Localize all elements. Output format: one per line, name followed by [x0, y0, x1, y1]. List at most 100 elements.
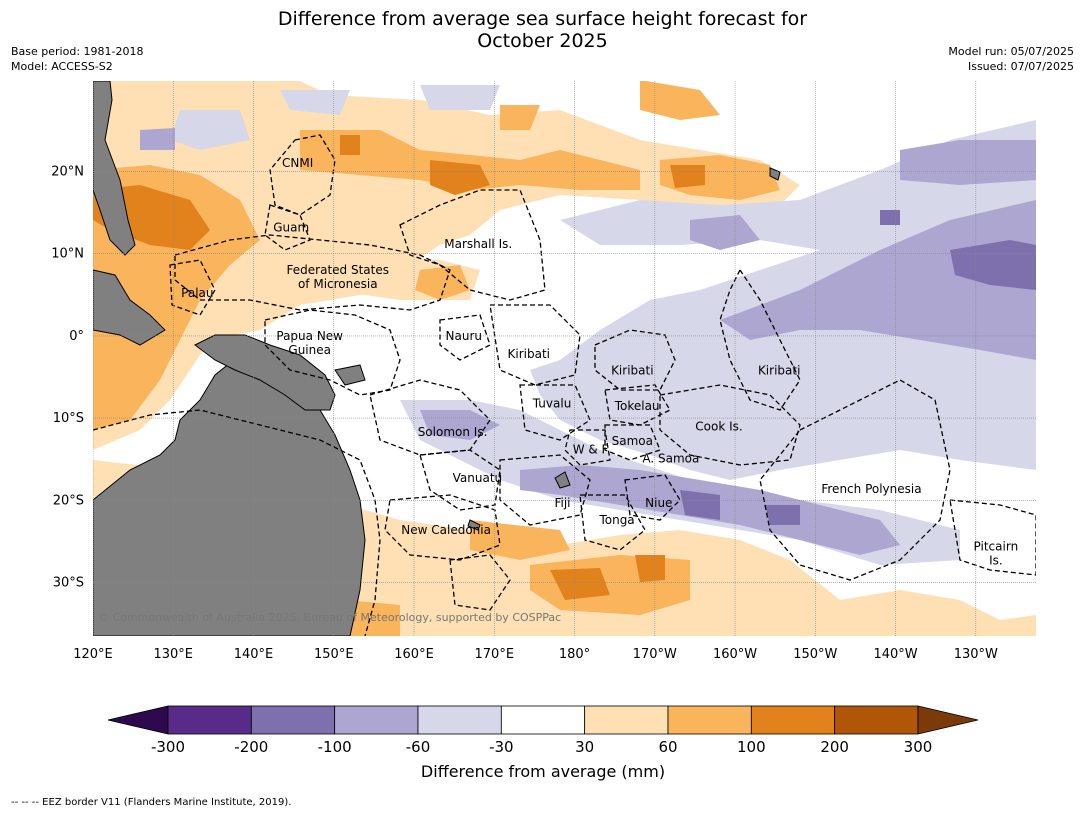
eez-borders [93, 134, 1036, 636]
longitude-tick-label: 130°W [954, 647, 998, 662]
region-label: Marshall Is. [444, 237, 512, 251]
region-label: Tonga [598, 513, 634, 527]
anomaly-positive-medium [300, 130, 640, 190]
longitude-axis-labels: 120°E 130°E 140°E 150°E 160°E 170°E 180° 170°W 1… [73, 647, 998, 662]
map-area: © Commonwealth of Australia 2025, Bureau… [93, 81, 1036, 636]
eez-footnote: -- -- -- EEZ border V11 (Flanders Marine… [11, 797, 292, 808]
land-hawaii [769, 167, 781, 181]
eez-fsm [174, 234, 451, 311]
colorbar-swatch [417, 705, 502, 735]
colorbar-swatch [834, 705, 919, 735]
region-label: Papua New [276, 329, 343, 343]
longitude-tick-label: 170°E [475, 647, 515, 662]
anomaly-positive-dark [635, 555, 665, 582]
latitude-tick-label: 10°S [53, 411, 84, 426]
eez-wf [564, 429, 611, 466]
longitude-tick-label: 150°W [793, 647, 837, 662]
base-period: Base period: 1981-2018 [11, 45, 144, 58]
colorbar-extend-high [917, 705, 979, 735]
anomaly-positive-medium [345, 600, 400, 636]
anomaly-positive-medium [470, 520, 570, 560]
eez-solomon [369, 379, 491, 456]
model-run: Model run: 05/07/2025 [948, 45, 1074, 58]
eez-norfolk [449, 554, 511, 611]
longitude-tick-label: 160°W [713, 647, 757, 662]
anomaly-negative-light [420, 85, 500, 110]
region-label: Solomon Is. [418, 425, 488, 439]
anomaly-negative-medium [900, 140, 1036, 185]
colorbar-swatch [500, 705, 586, 735]
map-title: Difference from average sea surface heig… [0, 8, 1085, 52]
latitude-tick-label: 20°S [53, 493, 84, 508]
anomaly-negative-dark [950, 240, 1036, 290]
longitude-tick-label: 170°W [633, 647, 677, 662]
region-label: Niue [645, 496, 672, 510]
anomaly-positive-dark [340, 135, 360, 155]
eez-tonga [579, 494, 646, 551]
eez-palau [169, 259, 216, 316]
eez-niue [624, 474, 681, 521]
colorbar-level-label: -60 [406, 738, 431, 756]
anomaly-negative-dark [765, 505, 800, 525]
eez-kiribati-line [719, 268, 801, 411]
region-label: Cook Is. [695, 419, 742, 433]
anomaly-positive-medium [415, 265, 470, 300]
region-label: Samoa [612, 434, 653, 448]
anomaly-positive-dark [550, 568, 610, 600]
longitude-tick-label: 130°E [153, 647, 193, 662]
anomaly-positive-medium [640, 81, 720, 120]
colorbar-level-label: 30 [575, 738, 594, 756]
colorbar-level-label: 60 [658, 738, 677, 756]
colorbar-swatch [584, 705, 669, 735]
region-label: Fiji [554, 496, 570, 510]
region-label: Tokelau [614, 399, 660, 413]
longitude-tick-label: 160°E [394, 647, 434, 662]
anomaly-negative-dark [880, 210, 900, 225]
gridlines [93, 81, 1036, 636]
region-label: New Caledonia [401, 523, 491, 537]
eez-vanuatu [419, 449, 501, 511]
anomaly-negative-light [280, 90, 350, 115]
anomaly-positive-medium [500, 105, 540, 130]
latitude-tick-label: 10°N [51, 247, 84, 262]
longitude-tick-label: 140°E [234, 647, 274, 662]
colorbar-title: Difference from average (mm) [421, 762, 665, 781]
eez-pitcairn [949, 499, 1036, 576]
eez-kiribati-phoenix [594, 329, 676, 391]
latitude-tick-label: 20°N [51, 164, 84, 179]
anomaly-positive-dark [430, 160, 490, 195]
colorbar-swatch [750, 705, 836, 735]
region-label: Kiribati [611, 363, 653, 377]
eez-nauru [439, 314, 491, 361]
longitude-tick-label: 120°E [73, 647, 113, 662]
eez-png [264, 309, 401, 396]
eez-new-caledonia [384, 494, 501, 561]
colorbar-swatch [250, 705, 336, 735]
longitude-tick-label: 150°E [314, 647, 354, 662]
colorbar: -300 -200 -100 -60 -30 30 60 100 200 300 [107, 705, 979, 756]
longitude-tick-label: 180° [559, 647, 590, 662]
meta-left: Base period: 1981-2018 Model: ACCESS-S2 [11, 44, 143, 74]
model-name: Model: ACCESS-S2 [11, 60, 113, 73]
region-label: of Micronesia [298, 277, 378, 291]
region-label: French Polynesia [821, 482, 921, 496]
region-label: W & F [573, 442, 609, 456]
anomaly-positive-medium [530, 555, 690, 615]
anomaly-field [93, 81, 1036, 636]
eez-french-polynesia [759, 379, 951, 581]
colorbar-swatch [667, 705, 752, 735]
region-label: Pitcairn [974, 539, 1019, 553]
eez-marshall [399, 189, 546, 301]
region-label: Kiribati [758, 363, 800, 377]
region-label: Vanuatu [453, 471, 503, 485]
land-new-caledonia [467, 519, 481, 531]
region-label: Palau [181, 286, 213, 300]
land-new-britain [334, 364, 366, 386]
anomaly-negative-medium [720, 200, 1036, 360]
anomaly-negative-medium [140, 128, 175, 150]
issued-date: Issued: 07/07/2025 [967, 60, 1074, 73]
anomaly-negative-dark [680, 490, 720, 520]
land-fiji [554, 471, 571, 489]
colorbar-extend-low [107, 705, 169, 735]
colorbar-level-label: 200 [820, 738, 849, 756]
